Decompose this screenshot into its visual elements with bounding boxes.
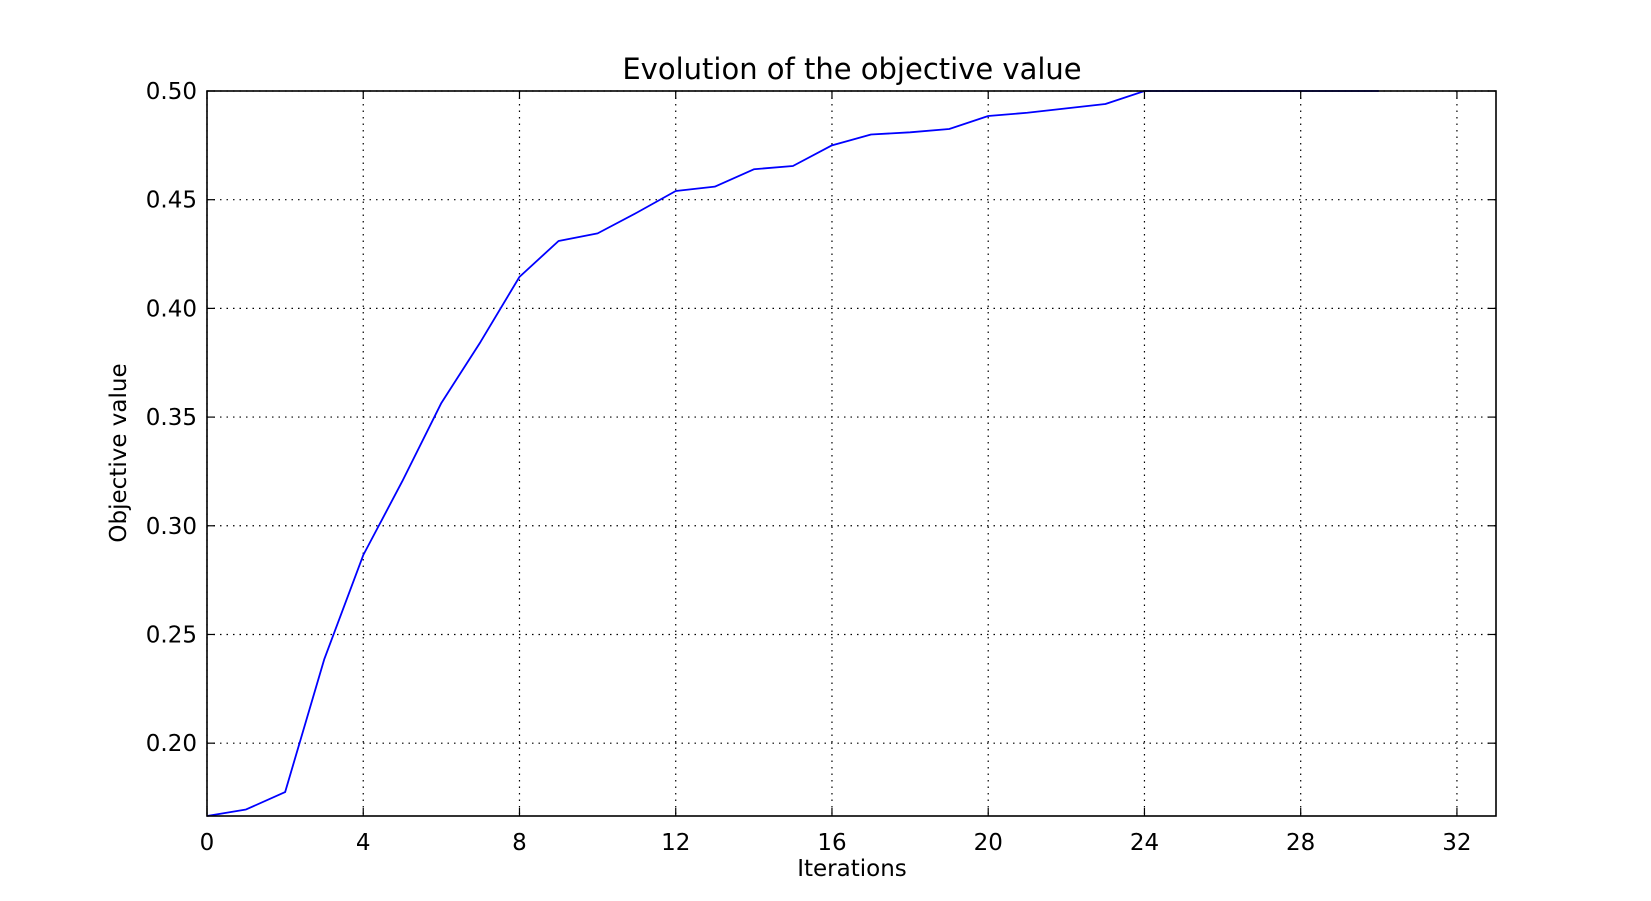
x-axis-label: Iterations bbox=[797, 856, 907, 882]
x-tick-label: 32 bbox=[1442, 830, 1471, 856]
x-axis-tick-labels: 0 4 8 12 16 20 24 28 32 bbox=[200, 830, 1472, 856]
axis-ticks bbox=[206, 90, 1496, 816]
x-tick-label: 28 bbox=[1286, 830, 1315, 856]
y-axis-tick-labels: 0.20 0.25 0.30 0.35 0.40 0.45 0.50 bbox=[146, 79, 197, 757]
x-tick-label: 4 bbox=[356, 830, 371, 856]
y-tick-label: 0.45 bbox=[146, 188, 197, 214]
y-tick-label: 0.50 bbox=[146, 79, 197, 105]
y-tick-label: 0.20 bbox=[146, 731, 197, 757]
plot-area-frame bbox=[206, 90, 1497, 817]
x-tick-label: 0 bbox=[200, 830, 215, 856]
y-tick-label: 0.25 bbox=[146, 622, 197, 648]
x-tick-label: 20 bbox=[974, 830, 1003, 856]
y-tick-label: 0.40 bbox=[146, 296, 197, 322]
y-axis-label: Objective value bbox=[106, 363, 132, 542]
y-tick-label: 0.30 bbox=[146, 514, 197, 540]
chart-title: Evolution of the objective value bbox=[622, 52, 1081, 86]
y-tick-label: 0.35 bbox=[146, 405, 197, 431]
x-tick-label: 16 bbox=[817, 830, 846, 856]
x-tick-label: 8 bbox=[512, 830, 527, 856]
grid-lines bbox=[206, 90, 1496, 816]
x-tick-label: 12 bbox=[661, 830, 690, 856]
x-tick-label: 24 bbox=[1130, 830, 1159, 856]
